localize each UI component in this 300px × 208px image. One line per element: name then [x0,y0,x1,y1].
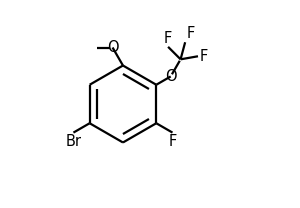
Text: F: F [186,26,194,41]
Text: O: O [165,69,176,84]
Text: Br: Br [65,134,81,149]
Text: F: F [200,49,208,64]
Text: O: O [107,40,118,55]
Text: F: F [164,31,172,46]
Text: F: F [168,134,177,149]
